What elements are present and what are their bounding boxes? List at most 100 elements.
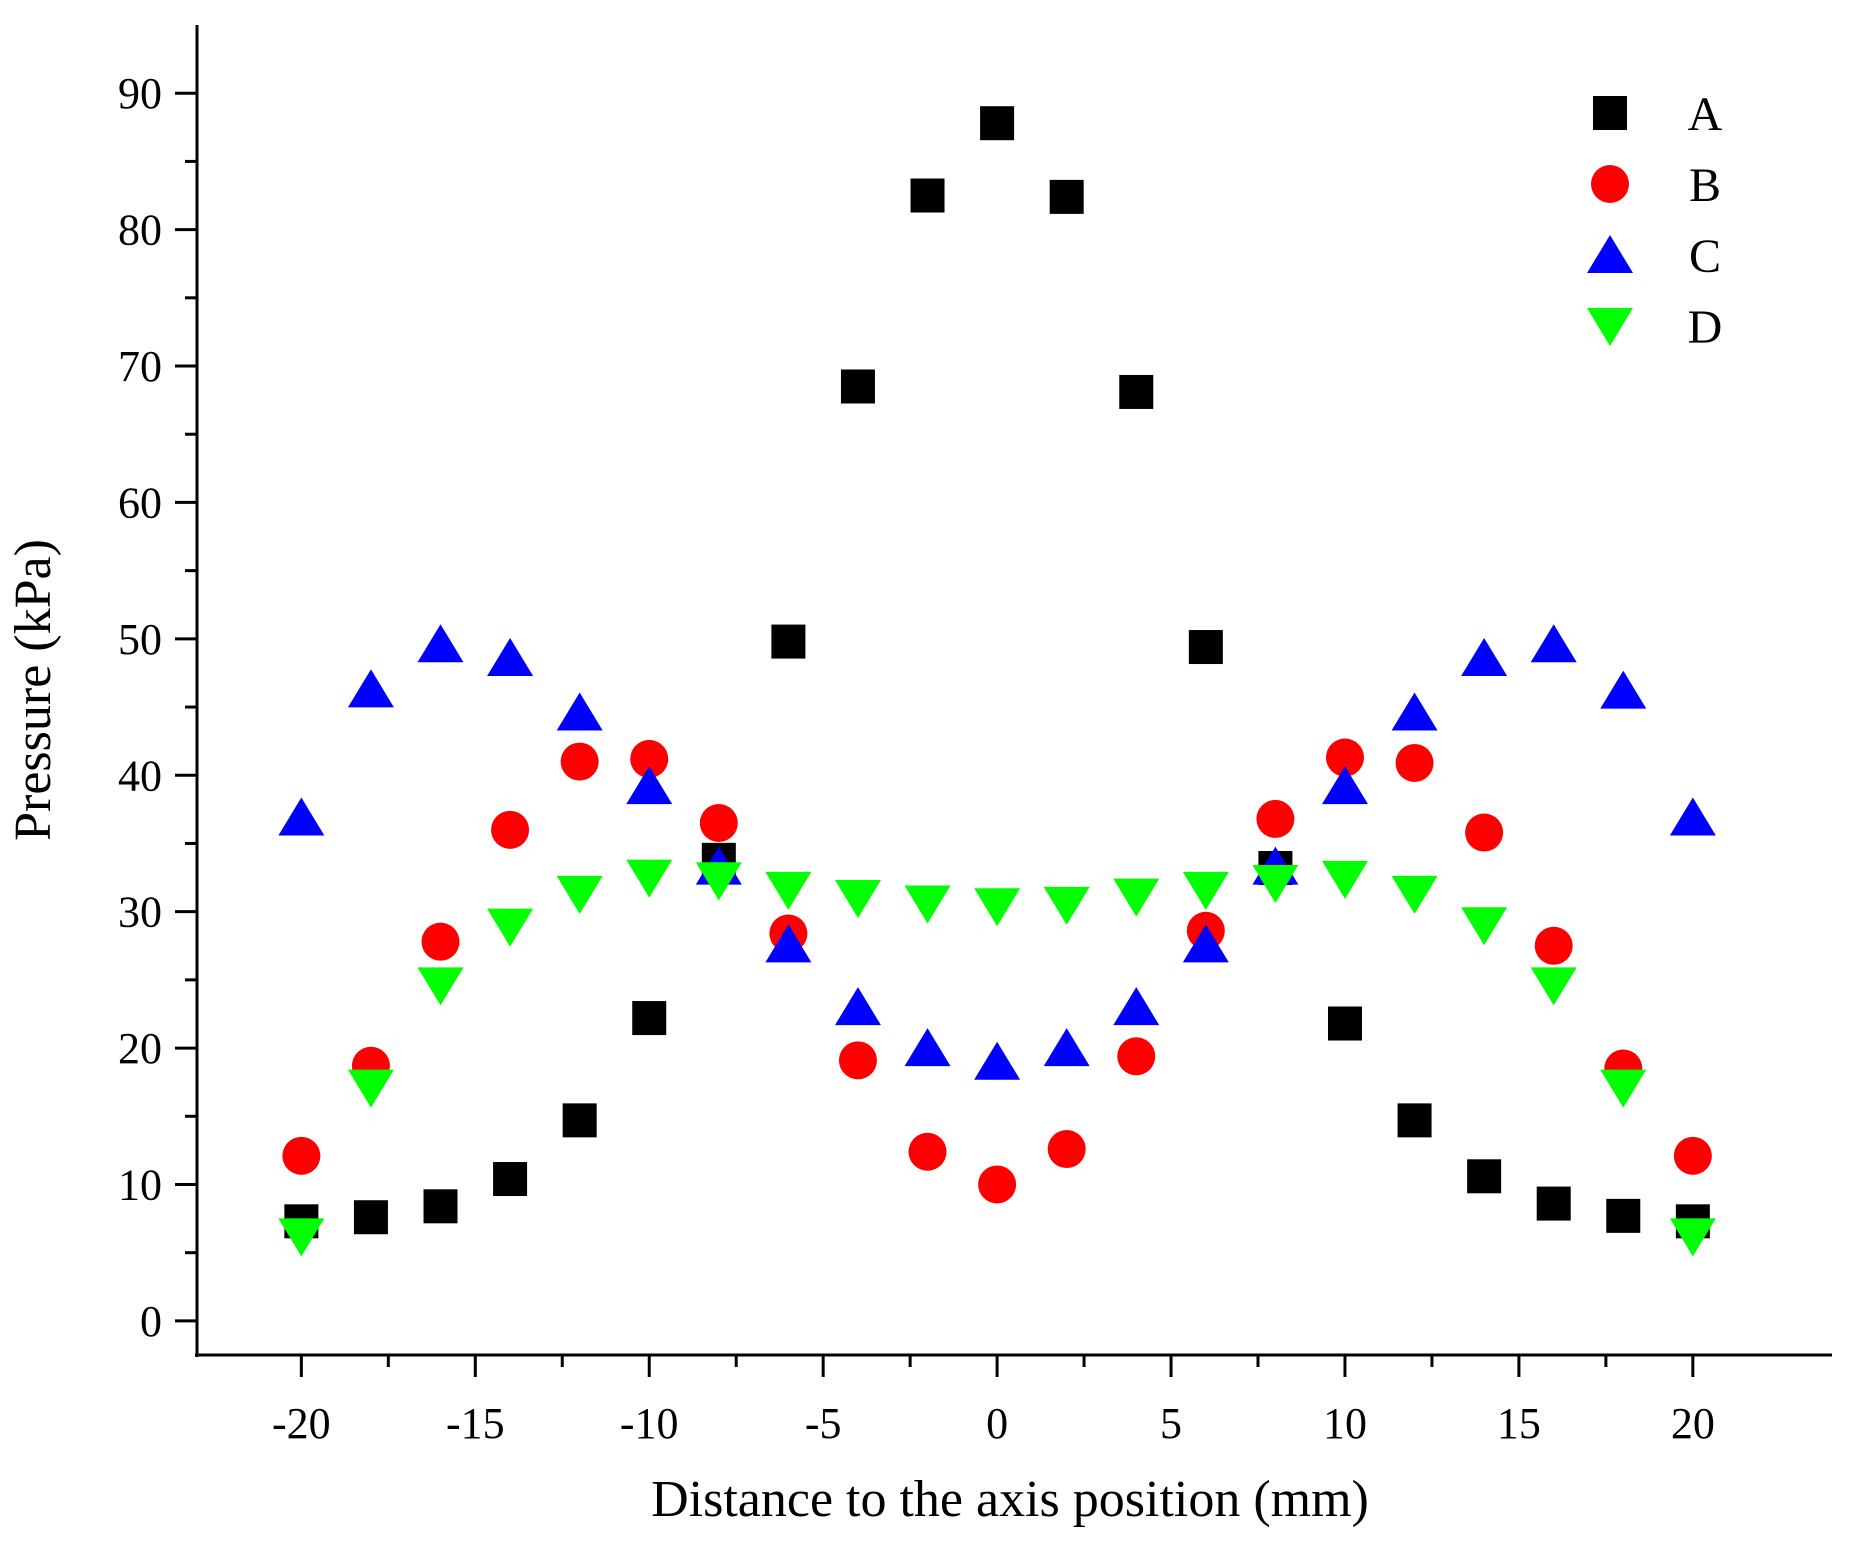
series-c-point (556, 692, 603, 731)
x-tick-label: 15 (1497, 1399, 1541, 1448)
series-c-point (765, 924, 812, 963)
series-c-point (1391, 692, 1438, 731)
series-d-point (347, 1069, 394, 1108)
series-a-point (1467, 1159, 1502, 1194)
x-axis-title: Distance to the axis position (mm) (651, 1471, 1369, 1528)
series-c-point (834, 987, 881, 1026)
series-b-point (282, 1136, 321, 1175)
series-c-point (417, 624, 464, 663)
x-tick-label: -5 (805, 1399, 842, 1448)
series-b-point (1256, 799, 1295, 838)
y-axis-title: Pressure (kPa) (5, 539, 62, 841)
series-d-point (1391, 875, 1438, 914)
series-a-point (910, 178, 945, 213)
series-b-point (1534, 926, 1573, 965)
series-a-point (1049, 179, 1084, 214)
series-c-point (1461, 637, 1508, 676)
series-d-point (1043, 886, 1090, 925)
series-d-point (1461, 907, 1508, 946)
legend-label: B (1689, 159, 1721, 212)
series-c-point (1530, 624, 1577, 663)
legend-item-a: A (1593, 88, 1723, 141)
series-a-point (1606, 1198, 1641, 1233)
series-b-point (1325, 738, 1364, 777)
series-d-point (695, 862, 742, 901)
x-tick-label: -20 (272, 1399, 331, 1448)
series-c-point (1113, 987, 1160, 1026)
y-tick-label: 60 (118, 478, 162, 527)
series-d-point (278, 1218, 325, 1257)
ticks-layer: 0 10 20 30 40 50 60 70 80 90 -20 -15 -10 -5 0 5 10 15 20 (118, 69, 1715, 1448)
series-b-point (699, 804, 738, 842)
y-tick-label: 20 (118, 1024, 162, 1073)
series-b-point (838, 1041, 877, 1080)
legend-item-c: C (1587, 230, 1721, 283)
x-tick-label: 0 (986, 1399, 1008, 1448)
series-a-point (423, 1189, 458, 1224)
series-a-point (562, 1103, 597, 1138)
legend-item-d: D (1587, 301, 1722, 354)
series-b-point (908, 1132, 947, 1171)
x-tick-label: -10 (620, 1399, 679, 1448)
axes-layer (195, 25, 1832, 1357)
series-a-point (840, 369, 875, 404)
y-tick-label: 70 (118, 342, 162, 391)
series-c-point (347, 669, 394, 708)
series-c-point (1321, 766, 1368, 805)
series-a-point (1397, 1103, 1432, 1138)
legend-label: A (1688, 88, 1723, 141)
series-b-point (630, 739, 669, 778)
series-a-point (1188, 630, 1223, 665)
x-tick-label: 20 (1671, 1399, 1715, 1448)
legend-marker (1591, 165, 1629, 203)
series-a-point (1536, 1186, 1571, 1221)
series-d-point (487, 908, 534, 947)
legend-label: D (1688, 301, 1723, 354)
series-d-point (1669, 1218, 1716, 1257)
series-d-point (904, 885, 951, 924)
series-d-point (1113, 878, 1160, 917)
series-b-point (421, 922, 460, 961)
series-d-point (556, 875, 603, 914)
y-tick-label: 0 (140, 1297, 162, 1346)
series-a-point (1119, 374, 1154, 409)
series-d-point (974, 888, 1021, 927)
series-c-point (1669, 797, 1716, 836)
series-c-point (1600, 670, 1647, 709)
legend-marker (1587, 308, 1633, 346)
series-b-point (1465, 813, 1504, 852)
series-a-point (493, 1162, 528, 1197)
series-c-point (487, 637, 534, 676)
series-c-point (974, 1041, 1021, 1080)
x-tick-label: 10 (1323, 1399, 1367, 1448)
series-c-point (904, 1028, 951, 1067)
series-d-point (765, 871, 812, 910)
series-d-point (1321, 860, 1368, 899)
series-d-point (1530, 967, 1577, 1006)
y-tick-label: 50 (118, 615, 162, 664)
series-a-point (1327, 1006, 1362, 1041)
series-a-point (353, 1200, 388, 1235)
series-d-point (1182, 871, 1229, 910)
series-d-point (1600, 1069, 1647, 1108)
data-points-layer (278, 106, 1716, 1257)
legend-marker (1593, 96, 1627, 130)
x-tick-label: -15 (446, 1399, 505, 1448)
series-c-point (1182, 924, 1229, 963)
series-b-point (1395, 743, 1434, 782)
series-c-point (278, 797, 325, 836)
series-d-point (1252, 865, 1299, 904)
series-c-point (626, 766, 673, 805)
y-tick-label: 90 (118, 69, 162, 118)
series-b (282, 738, 1712, 1204)
series-b-point (491, 810, 530, 849)
series-a-point (632, 1001, 667, 1036)
x-tick-label: 5 (1160, 1399, 1182, 1448)
series-d (278, 859, 1716, 1257)
series-b-point (1673, 1136, 1712, 1175)
series-b-point (978, 1165, 1017, 1204)
series-d-point (626, 859, 673, 898)
